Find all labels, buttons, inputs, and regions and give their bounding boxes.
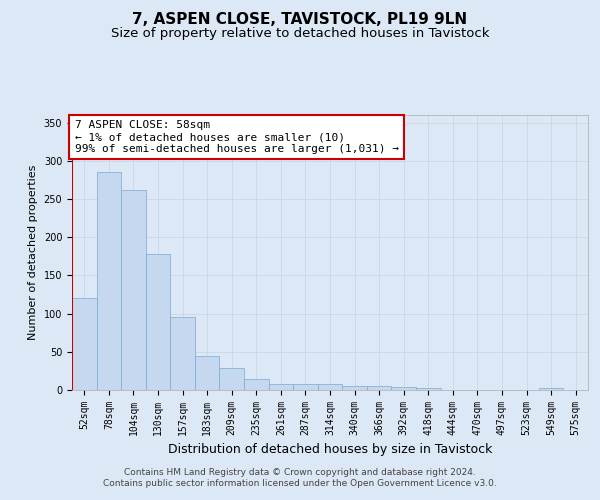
Bar bbox=[146, 254, 170, 390]
Bar bbox=[367, 386, 391, 390]
Bar bbox=[97, 172, 121, 390]
Text: Size of property relative to detached houses in Tavistock: Size of property relative to detached ho… bbox=[111, 28, 489, 40]
Bar bbox=[293, 384, 318, 390]
Bar bbox=[72, 298, 97, 390]
Bar bbox=[342, 386, 367, 390]
Bar bbox=[220, 368, 244, 390]
Bar bbox=[318, 384, 342, 390]
Bar bbox=[244, 378, 269, 390]
Bar bbox=[121, 190, 146, 390]
Text: 7, ASPEN CLOSE, TAVISTOCK, PL19 9LN: 7, ASPEN CLOSE, TAVISTOCK, PL19 9LN bbox=[133, 12, 467, 28]
Bar bbox=[170, 316, 195, 390]
Bar bbox=[269, 384, 293, 390]
X-axis label: Distribution of detached houses by size in Tavistock: Distribution of detached houses by size … bbox=[168, 444, 492, 456]
Bar bbox=[416, 388, 440, 390]
Bar bbox=[195, 356, 220, 390]
Bar bbox=[539, 388, 563, 390]
Text: Contains HM Land Registry data © Crown copyright and database right 2024.
Contai: Contains HM Land Registry data © Crown c… bbox=[103, 468, 497, 487]
Text: 7 ASPEN CLOSE: 58sqm
← 1% of detached houses are smaller (10)
99% of semi-detach: 7 ASPEN CLOSE: 58sqm ← 1% of detached ho… bbox=[74, 120, 398, 154]
Bar bbox=[391, 387, 416, 390]
Y-axis label: Number of detached properties: Number of detached properties bbox=[28, 165, 38, 340]
